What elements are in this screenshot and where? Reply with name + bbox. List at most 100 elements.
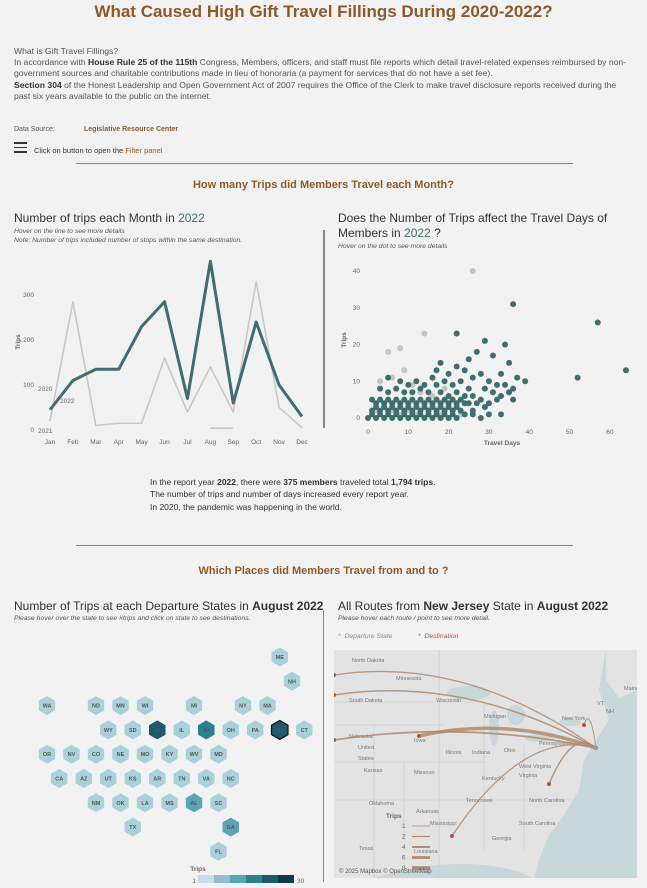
state-hex-MA[interactable]: MA bbox=[259, 696, 276, 716]
scatter-point-other[interactable] bbox=[397, 345, 404, 352]
scatter-point-2022[interactable] bbox=[417, 385, 424, 392]
state-hex-MI[interactable]: MI bbox=[185, 696, 203, 716]
state-hex-NM[interactable]: NM bbox=[87, 793, 105, 813]
hex-shape[interactable] bbox=[270, 719, 289, 741]
scatter-point-2022[interactable] bbox=[481, 403, 488, 410]
scatter-point-2022[interactable] bbox=[437, 403, 444, 410]
scatter-point-2022[interactable] bbox=[437, 415, 444, 421]
hex-shape[interactable] bbox=[112, 696, 129, 716]
scatter-point-2022[interactable] bbox=[393, 411, 400, 418]
scatter-point-2022[interactable] bbox=[393, 385, 400, 392]
state-hex-OR[interactable]: OR bbox=[38, 744, 56, 764]
line-series-2020[interactable] bbox=[49, 280, 303, 429]
scatter-point-2022[interactable] bbox=[417, 411, 424, 418]
scatter-point-2022[interactable] bbox=[409, 411, 416, 418]
scatter-point-2022[interactable] bbox=[522, 378, 529, 385]
hex-shape[interactable] bbox=[112, 744, 129, 764]
scatter-point-2022[interactable] bbox=[433, 381, 440, 388]
hex-shape[interactable] bbox=[296, 720, 313, 740]
scatter-point-2022[interactable] bbox=[453, 363, 460, 370]
scatter-point-2022[interactable] bbox=[377, 385, 384, 392]
scatter-point-2022[interactable] bbox=[441, 378, 448, 385]
hex-shape[interactable] bbox=[149, 769, 166, 788]
hex-shape[interactable] bbox=[161, 793, 178, 813]
hex-shape[interactable] bbox=[38, 744, 56, 764]
line-series-2022[interactable] bbox=[48, 259, 304, 418]
destination-point[interactable] bbox=[450, 834, 454, 838]
hex-shape[interactable] bbox=[198, 720, 215, 740]
scatter-point-2022[interactable] bbox=[510, 396, 517, 403]
scatter-point-2022[interactable] bbox=[405, 381, 412, 388]
state-hex-ND[interactable]: ND bbox=[87, 696, 105, 716]
scatter-point-2022[interactable] bbox=[409, 396, 416, 403]
scatter-point-2022[interactable] bbox=[449, 396, 456, 403]
scatter-point-2022[interactable] bbox=[385, 396, 392, 403]
scatter-point-2022[interactable] bbox=[441, 396, 448, 403]
hex-shape[interactable] bbox=[149, 720, 166, 740]
scatter-point-2022[interactable] bbox=[445, 392, 452, 399]
hex-shape[interactable] bbox=[185, 744, 203, 764]
hex-shape[interactable] bbox=[87, 696, 105, 716]
scatter-point-2022[interactable] bbox=[473, 400, 480, 407]
state-hex-IL[interactable]: IL bbox=[173, 720, 191, 740]
state-hex-CA[interactable]: CA bbox=[51, 769, 68, 788]
scatter-point-other[interactable] bbox=[429, 392, 436, 399]
scatter-point-2022[interactable] bbox=[381, 403, 388, 410]
scatter-point-2022[interactable] bbox=[369, 396, 376, 403]
scatter-point-2022[interactable] bbox=[365, 415, 371, 421]
departure-point[interactable] bbox=[593, 745, 599, 751]
scatter-point-2022[interactable] bbox=[377, 396, 384, 403]
scatter-point-other[interactable] bbox=[401, 367, 408, 374]
destination-point[interactable] bbox=[334, 738, 336, 742]
state-hex-WV[interactable]: WV bbox=[185, 744, 203, 764]
hex-shape[interactable] bbox=[124, 769, 142, 788]
state-hex-WA[interactable]: WA bbox=[38, 696, 56, 716]
scatter-point-2022[interactable] bbox=[413, 378, 420, 385]
scatter-point-2022[interactable] bbox=[441, 411, 448, 418]
destination-point[interactable] bbox=[582, 723, 586, 727]
state-hexmap[interactable]: ME NH WA ND MN WI MI NY MA WY SD IA IL IN OH PA NJ CT OR NV… bbox=[0, 640, 320, 888]
scatter-point-2022[interactable] bbox=[425, 411, 432, 418]
scatter-point-2022[interactable] bbox=[457, 378, 464, 385]
scatter-point-2022[interactable] bbox=[397, 403, 404, 410]
scatter-point-other[interactable] bbox=[421, 330, 428, 337]
scatter-point-2022[interactable] bbox=[477, 370, 484, 377]
route-line[interactable] bbox=[583, 718, 597, 749]
hex-shape[interactable] bbox=[38, 696, 56, 716]
scatter-point-2022[interactable] bbox=[514, 374, 521, 381]
scatter-point-2022[interactable] bbox=[437, 359, 444, 366]
scatter-point-2022[interactable] bbox=[493, 396, 500, 403]
state-hex-UT[interactable]: UT bbox=[100, 769, 117, 788]
hex-shape[interactable] bbox=[222, 720, 240, 740]
scatter-point-2022[interactable] bbox=[453, 330, 460, 337]
scatter-point-2022[interactable] bbox=[574, 374, 581, 381]
scatter-point-2022[interactable] bbox=[485, 411, 492, 418]
state-hex-OH[interactable]: OH bbox=[222, 720, 240, 740]
scatter-point-2022[interactable] bbox=[433, 396, 440, 403]
filter-panel-link[interactable]: Filter panel bbox=[125, 146, 163, 155]
scatter-point-2022[interactable] bbox=[401, 389, 408, 396]
state-hex-IA[interactable]: IA bbox=[149, 720, 166, 740]
hex-shape[interactable] bbox=[173, 769, 191, 788]
scatter-point-2022[interactable] bbox=[469, 411, 476, 418]
scatter-point-2022[interactable] bbox=[449, 381, 456, 388]
hex-shape[interactable] bbox=[222, 817, 240, 837]
hex-shape[interactable] bbox=[271, 647, 289, 667]
scatter-point-2022[interactable] bbox=[498, 392, 505, 399]
hex-shape[interactable] bbox=[185, 696, 203, 716]
scatter-point-2022[interactable] bbox=[445, 415, 452, 421]
scatter-point-2022[interactable] bbox=[465, 356, 472, 363]
scatter-point-2022[interactable] bbox=[377, 411, 384, 418]
scatter-point-2022[interactable] bbox=[437, 389, 444, 396]
scatter-point-2022[interactable] bbox=[413, 415, 420, 421]
scatter-point-2022[interactable] bbox=[445, 370, 452, 377]
scatter-point-2022[interactable] bbox=[393, 396, 400, 403]
scatter-point-2022[interactable] bbox=[498, 411, 505, 418]
route-line[interactable] bbox=[334, 730, 597, 749]
hex-shape[interactable] bbox=[161, 744, 178, 764]
state-hex-AR[interactable]: AR bbox=[149, 769, 166, 788]
scatter-point-2022[interactable] bbox=[389, 415, 396, 421]
scatter-point-2022[interactable] bbox=[473, 348, 480, 355]
scatter-point-2022[interactable] bbox=[457, 396, 464, 403]
destination-point[interactable] bbox=[334, 673, 336, 677]
